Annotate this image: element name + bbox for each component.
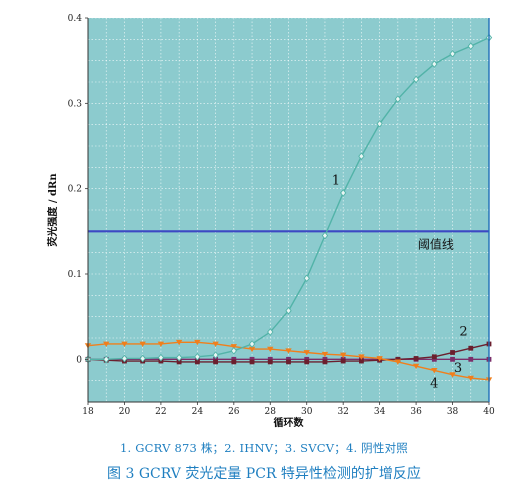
data-point [285,306,292,315]
data-point [340,189,347,197]
data-point [194,352,201,361]
grid-lines [87,17,490,403]
x-tick-label: 22 [155,407,166,417]
data-point [194,359,200,365]
data-point [358,152,365,161]
x-tick-label: 32 [337,407,348,417]
x-tick-label: 28 [265,407,277,417]
threshold-label: 阈值线 [418,236,454,251]
data-point [322,359,328,365]
data-point [468,356,474,362]
data-point [412,75,420,84]
data-point [231,356,237,362]
y-tick-label: 0 [76,355,82,365]
data-point [121,354,128,363]
data-point [103,341,110,347]
data-point [249,356,255,362]
data-point [304,356,310,362]
series-label-4: 4 [430,376,438,391]
data-point [467,42,474,51]
x-tick-label: 38 [447,407,459,417]
data-point [176,359,182,365]
data-point [450,356,455,362]
data-point [103,355,110,364]
x-tick-label: 36 [410,407,422,417]
x-tick-label: 18 [82,407,94,417]
y-tick-label: 0.4 [68,14,83,24]
data-point [413,356,419,361]
data-point [431,356,437,362]
data-point [412,363,420,370]
data-point [157,341,165,347]
data-point [157,353,165,362]
data-point [304,359,310,365]
data-point [286,359,291,365]
y-axis-label: 荧光强度 / dRn [46,173,59,247]
x-tick-label: 24 [192,407,204,417]
data-point [339,352,347,359]
x-tick-label: 26 [228,407,240,417]
data-point [340,358,346,364]
data-point [449,49,456,58]
data-point [431,60,438,68]
data-point [322,356,328,362]
data-point [230,344,238,350]
data-point [303,350,310,356]
series-label-2: 2 [459,324,467,339]
data-point [194,339,201,346]
data-point [321,351,329,358]
data-point [231,359,237,365]
figure-legend: 1. GCRV 873 株；2. IHNV；3. SVCV；4. 阴性对照 [120,441,408,455]
data-point [212,341,219,347]
data-point [376,356,383,362]
data-point [248,340,256,348]
data-point [249,359,255,365]
series-label-3: 3 [454,361,462,376]
x-tick-label: 40 [483,407,495,417]
data-point [467,375,474,382]
x-tick-label: 20 [119,407,131,417]
data-point [230,346,237,355]
y-tick-label: 0.3 [68,99,83,109]
data-point [267,328,274,336]
series-2 [85,341,492,365]
data-point [450,350,455,355]
data-point [248,346,256,353]
data-point [139,341,146,347]
data-point [175,339,183,346]
data-point [213,359,218,365]
series-label-1: 1 [332,173,340,188]
data-point [303,274,310,283]
data-point [431,354,437,360]
data-point [285,348,292,354]
figure-caption: 图 3 GCRV 荧光定量 PCR 特异性检测的扩增反应 [107,466,421,482]
y-tick-label: 0.2 [68,185,82,195]
data-point [267,359,273,365]
data-point [121,341,128,347]
data-point [394,359,402,365]
data-point [376,119,383,128]
data-point [394,95,402,103]
data-point [212,351,219,359]
y-tick-label: 0.1 [68,270,82,280]
data-point [321,231,329,240]
data-point [358,354,365,360]
data-point [359,358,364,364]
data-point [175,353,183,362]
x-axis-label: 循环数 [274,416,305,429]
data-point [468,345,474,351]
data-point [267,356,273,362]
data-point [267,346,274,353]
data-point [286,356,291,362]
x-tick-label: 30 [301,407,313,417]
data-point [213,356,218,362]
data-point [395,356,401,362]
data-point [449,372,456,378]
x-tick-label: 34 [374,407,386,417]
data-point [139,354,146,363]
data-point [431,368,438,374]
